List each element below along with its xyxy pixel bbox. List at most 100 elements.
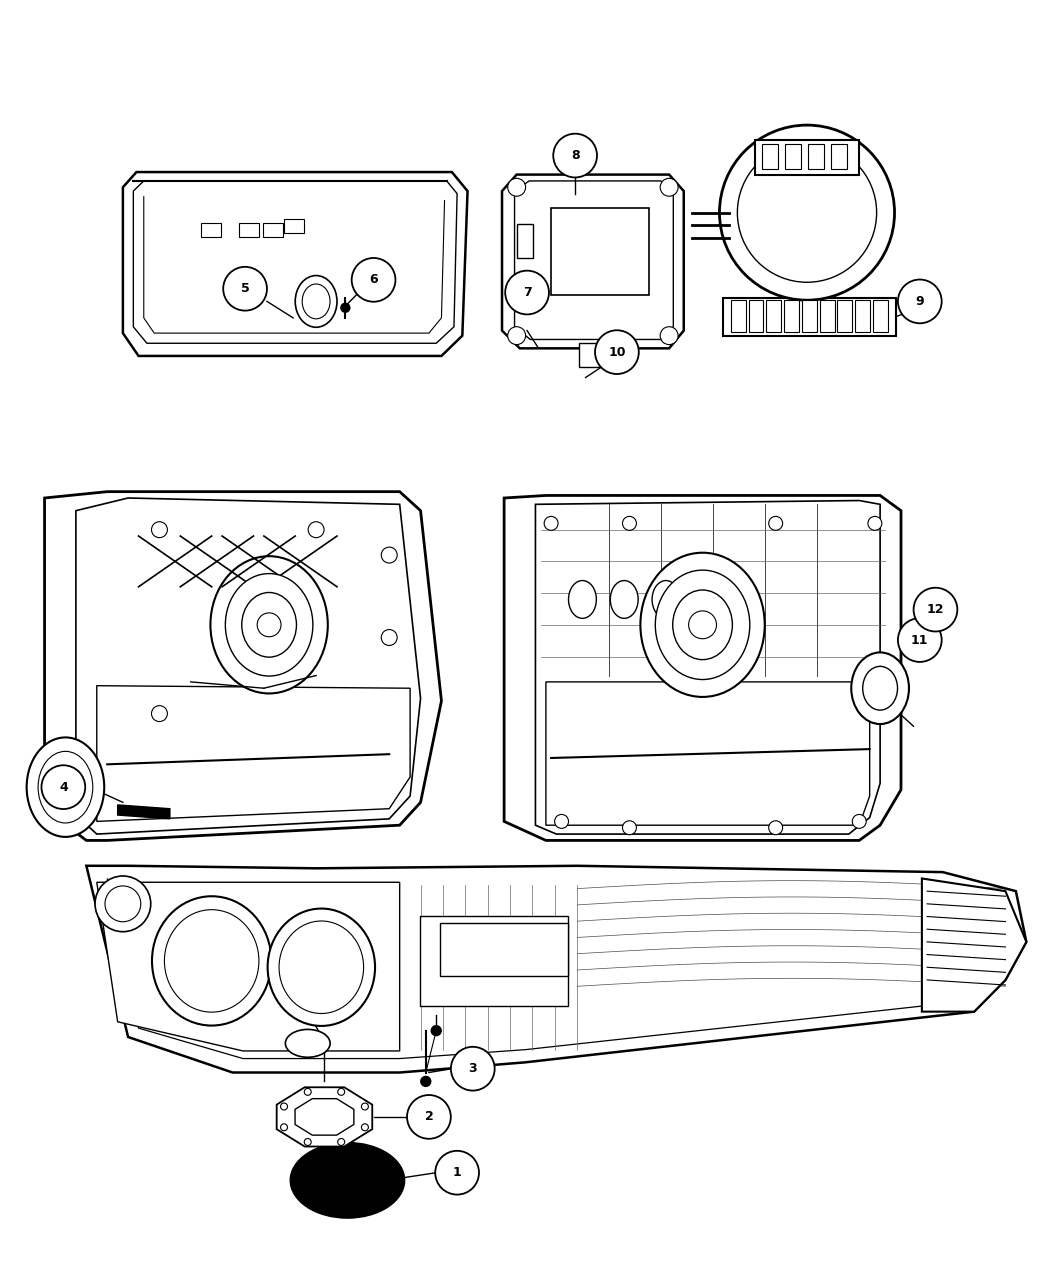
Circle shape (450, 1047, 495, 1090)
Text: 8: 8 (571, 149, 580, 162)
Polygon shape (123, 172, 467, 356)
FancyBboxPatch shape (762, 144, 778, 170)
Circle shape (432, 1025, 441, 1035)
Polygon shape (86, 866, 1026, 1072)
Ellipse shape (302, 284, 330, 319)
Ellipse shape (242, 593, 296, 657)
Circle shape (898, 279, 942, 324)
Circle shape (508, 179, 526, 196)
FancyBboxPatch shape (802, 301, 817, 332)
FancyBboxPatch shape (831, 144, 847, 170)
Text: 12: 12 (927, 603, 944, 616)
Circle shape (338, 1089, 344, 1095)
FancyBboxPatch shape (766, 301, 781, 332)
Ellipse shape (640, 552, 764, 697)
Polygon shape (44, 492, 441, 840)
FancyBboxPatch shape (201, 223, 220, 237)
Polygon shape (97, 686, 411, 821)
Text: 4: 4 (59, 780, 68, 793)
Circle shape (304, 1089, 311, 1095)
FancyBboxPatch shape (551, 208, 649, 295)
Ellipse shape (610, 580, 638, 618)
Circle shape (623, 821, 636, 835)
Ellipse shape (652, 580, 680, 618)
Ellipse shape (152, 896, 271, 1025)
FancyBboxPatch shape (440, 923, 568, 975)
Polygon shape (295, 1099, 354, 1135)
Circle shape (341, 303, 350, 312)
Circle shape (737, 143, 877, 282)
Ellipse shape (38, 751, 92, 822)
FancyBboxPatch shape (837, 301, 853, 332)
Text: 9: 9 (916, 295, 924, 309)
Circle shape (421, 1076, 430, 1086)
Circle shape (868, 516, 882, 530)
Ellipse shape (226, 574, 313, 676)
Circle shape (381, 630, 397, 645)
Circle shape (407, 1095, 450, 1139)
Circle shape (224, 266, 267, 311)
Ellipse shape (863, 667, 898, 710)
Circle shape (96, 876, 151, 932)
FancyBboxPatch shape (580, 343, 600, 367)
Circle shape (660, 179, 678, 196)
Polygon shape (536, 501, 880, 834)
Circle shape (338, 1139, 344, 1145)
Polygon shape (76, 499, 421, 834)
FancyBboxPatch shape (749, 301, 763, 332)
Ellipse shape (286, 1029, 330, 1057)
Circle shape (689, 611, 716, 639)
Polygon shape (277, 1088, 373, 1146)
Polygon shape (922, 878, 1026, 1011)
Text: 1: 1 (453, 1167, 462, 1179)
Text: 2: 2 (424, 1111, 434, 1123)
Polygon shape (504, 496, 901, 840)
FancyBboxPatch shape (784, 301, 799, 332)
Ellipse shape (852, 653, 909, 724)
Circle shape (352, 258, 396, 302)
Ellipse shape (673, 590, 733, 659)
Ellipse shape (295, 275, 337, 328)
Ellipse shape (568, 580, 596, 618)
Text: 3: 3 (468, 1062, 477, 1075)
Circle shape (769, 821, 782, 835)
Ellipse shape (165, 909, 259, 1012)
Circle shape (308, 521, 324, 538)
Circle shape (280, 1123, 288, 1131)
Circle shape (436, 1151, 479, 1195)
Circle shape (151, 521, 167, 538)
Polygon shape (755, 140, 859, 175)
Text: 6: 6 (370, 273, 378, 287)
Text: 5: 5 (240, 282, 250, 296)
Circle shape (280, 1103, 288, 1111)
Ellipse shape (290, 1142, 404, 1218)
Circle shape (554, 815, 568, 829)
Circle shape (769, 516, 782, 530)
Circle shape (508, 326, 526, 344)
FancyBboxPatch shape (855, 301, 870, 332)
Polygon shape (514, 181, 673, 339)
Circle shape (361, 1123, 369, 1131)
Circle shape (595, 330, 638, 374)
Text: 11: 11 (911, 634, 928, 646)
Circle shape (505, 270, 549, 315)
Circle shape (719, 125, 895, 300)
Circle shape (257, 613, 281, 636)
Polygon shape (133, 181, 457, 343)
Circle shape (151, 705, 167, 722)
Circle shape (381, 547, 397, 564)
FancyBboxPatch shape (808, 144, 824, 170)
Circle shape (623, 516, 636, 530)
Ellipse shape (210, 556, 328, 694)
FancyBboxPatch shape (873, 301, 887, 332)
Ellipse shape (26, 737, 104, 836)
Circle shape (853, 815, 866, 829)
Circle shape (41, 765, 85, 810)
Polygon shape (118, 805, 170, 819)
FancyBboxPatch shape (420, 915, 568, 1006)
Text: 7: 7 (523, 286, 531, 300)
FancyBboxPatch shape (239, 223, 259, 237)
Circle shape (105, 886, 141, 922)
Circle shape (898, 618, 942, 662)
FancyBboxPatch shape (285, 219, 304, 233)
